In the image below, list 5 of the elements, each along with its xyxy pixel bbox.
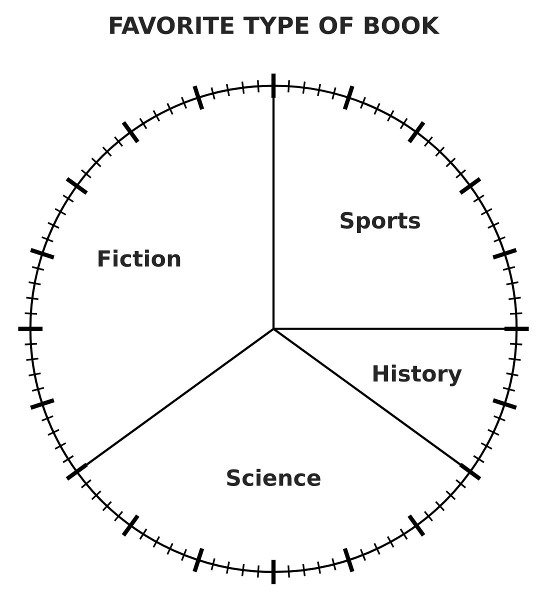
chart-title: FAVORITE TYPE OF BOOK — [110, 16, 440, 34]
slice-label: Science — [227, 468, 320, 486]
legend-label: Fiction — [98, 250, 180, 267]
slice-label: Sports — [340, 212, 420, 234]
slice-label: History — [374, 364, 462, 386]
